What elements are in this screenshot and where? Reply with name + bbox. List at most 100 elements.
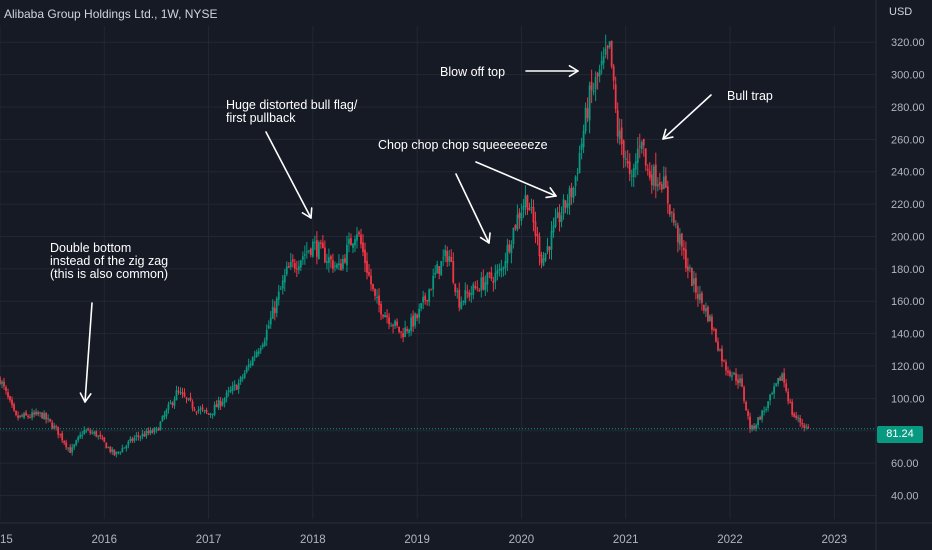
arrow-chop-1-head xyxy=(479,232,491,244)
candle-body xyxy=(699,293,701,301)
candle-body xyxy=(358,232,360,235)
y-tick-label: 260.00 xyxy=(891,134,925,146)
candle-body xyxy=(588,85,591,121)
candle-body xyxy=(334,265,336,267)
candle-body xyxy=(99,434,102,437)
candle-body xyxy=(644,148,647,166)
candle-body xyxy=(432,275,435,290)
candle-body xyxy=(771,393,774,395)
candle-body xyxy=(743,387,745,401)
candle-body xyxy=(41,412,44,419)
annotation-double-bottom: Double bottom instead of the zig zag (this… xyxy=(50,241,169,281)
candle-body xyxy=(408,329,411,334)
candle-body xyxy=(221,402,224,406)
y-tick-label: 140.00 xyxy=(891,329,925,341)
candle-body xyxy=(187,398,190,400)
candle-body xyxy=(215,404,218,408)
candle-body xyxy=(0,377,1,385)
candle-body xyxy=(538,236,541,257)
candle-body xyxy=(636,148,639,163)
candle-body xyxy=(484,282,487,291)
candle-body xyxy=(474,286,477,288)
candle-body xyxy=(610,40,613,67)
candle-body xyxy=(801,422,804,425)
candle-body xyxy=(305,251,308,253)
arrow-double-bottom xyxy=(84,302,93,403)
candle-body xyxy=(560,215,563,222)
candle-body xyxy=(243,373,246,378)
candle-body xyxy=(721,348,723,362)
candle-body xyxy=(75,440,78,445)
candle-body xyxy=(189,397,192,401)
y-tick-label: 280.00 xyxy=(891,102,925,114)
candle-body xyxy=(488,272,491,274)
candle-body xyxy=(775,383,778,386)
candle-body xyxy=(508,244,511,252)
candle-body xyxy=(17,415,19,419)
candle-body xyxy=(53,425,56,429)
candle-body xyxy=(628,161,631,175)
candle-body xyxy=(426,299,429,302)
candle-body xyxy=(5,387,7,391)
x-tick-label: 2021 xyxy=(613,534,639,546)
arrow-blow-off-head xyxy=(568,64,579,78)
candle-body xyxy=(249,364,252,366)
candle-body xyxy=(338,263,340,266)
candle-body xyxy=(414,313,417,326)
candle-body xyxy=(364,249,366,264)
candle-body xyxy=(354,239,356,246)
candle-body xyxy=(552,225,555,233)
candle-body xyxy=(632,168,635,178)
candle-body xyxy=(149,429,152,434)
candle-body xyxy=(350,238,352,246)
candle-body xyxy=(737,379,739,384)
candle-body xyxy=(482,277,485,290)
candle-body xyxy=(690,267,693,287)
candle-body xyxy=(458,289,461,308)
x-tick-label: 2018 xyxy=(300,534,326,546)
candle-body xyxy=(444,250,447,257)
candle-body xyxy=(452,261,455,283)
candle-body xyxy=(344,258,346,263)
candle-body xyxy=(233,384,236,387)
candle-body xyxy=(472,284,475,295)
candle-body xyxy=(440,260,443,276)
candle-body xyxy=(536,234,539,237)
candle-body xyxy=(604,48,607,55)
candle-body xyxy=(486,273,489,285)
candle-body xyxy=(793,413,796,417)
candle-body xyxy=(47,418,50,420)
candle-body xyxy=(572,187,575,199)
y-tick-label: 240.00 xyxy=(891,167,925,179)
candle-body xyxy=(739,378,741,383)
candle-body xyxy=(402,333,405,338)
candle-body xyxy=(534,221,537,236)
candle-body xyxy=(506,245,509,264)
candle-body xyxy=(524,195,527,208)
candle-body xyxy=(291,259,294,262)
candle-body xyxy=(183,392,186,397)
candle-body xyxy=(568,188,571,206)
candle-body xyxy=(701,293,703,303)
candle-body xyxy=(265,329,268,341)
candle-body xyxy=(496,270,499,274)
candle-body xyxy=(37,412,40,415)
candle-body xyxy=(93,431,96,434)
candle-body xyxy=(438,266,441,274)
candle-body xyxy=(135,435,138,437)
candle-body xyxy=(672,213,675,223)
candle-body xyxy=(430,289,433,291)
candle-body xyxy=(261,344,264,347)
y-tick-label: 40.00 xyxy=(891,491,919,503)
candle-body xyxy=(594,77,597,90)
candle-body xyxy=(3,381,5,387)
grid-lines xyxy=(0,26,876,519)
candle-body xyxy=(269,317,272,325)
candle-body xyxy=(133,437,136,441)
candle-body xyxy=(372,283,374,290)
candle-body xyxy=(620,127,623,144)
candle-body xyxy=(596,73,599,77)
candle-body xyxy=(43,413,46,420)
